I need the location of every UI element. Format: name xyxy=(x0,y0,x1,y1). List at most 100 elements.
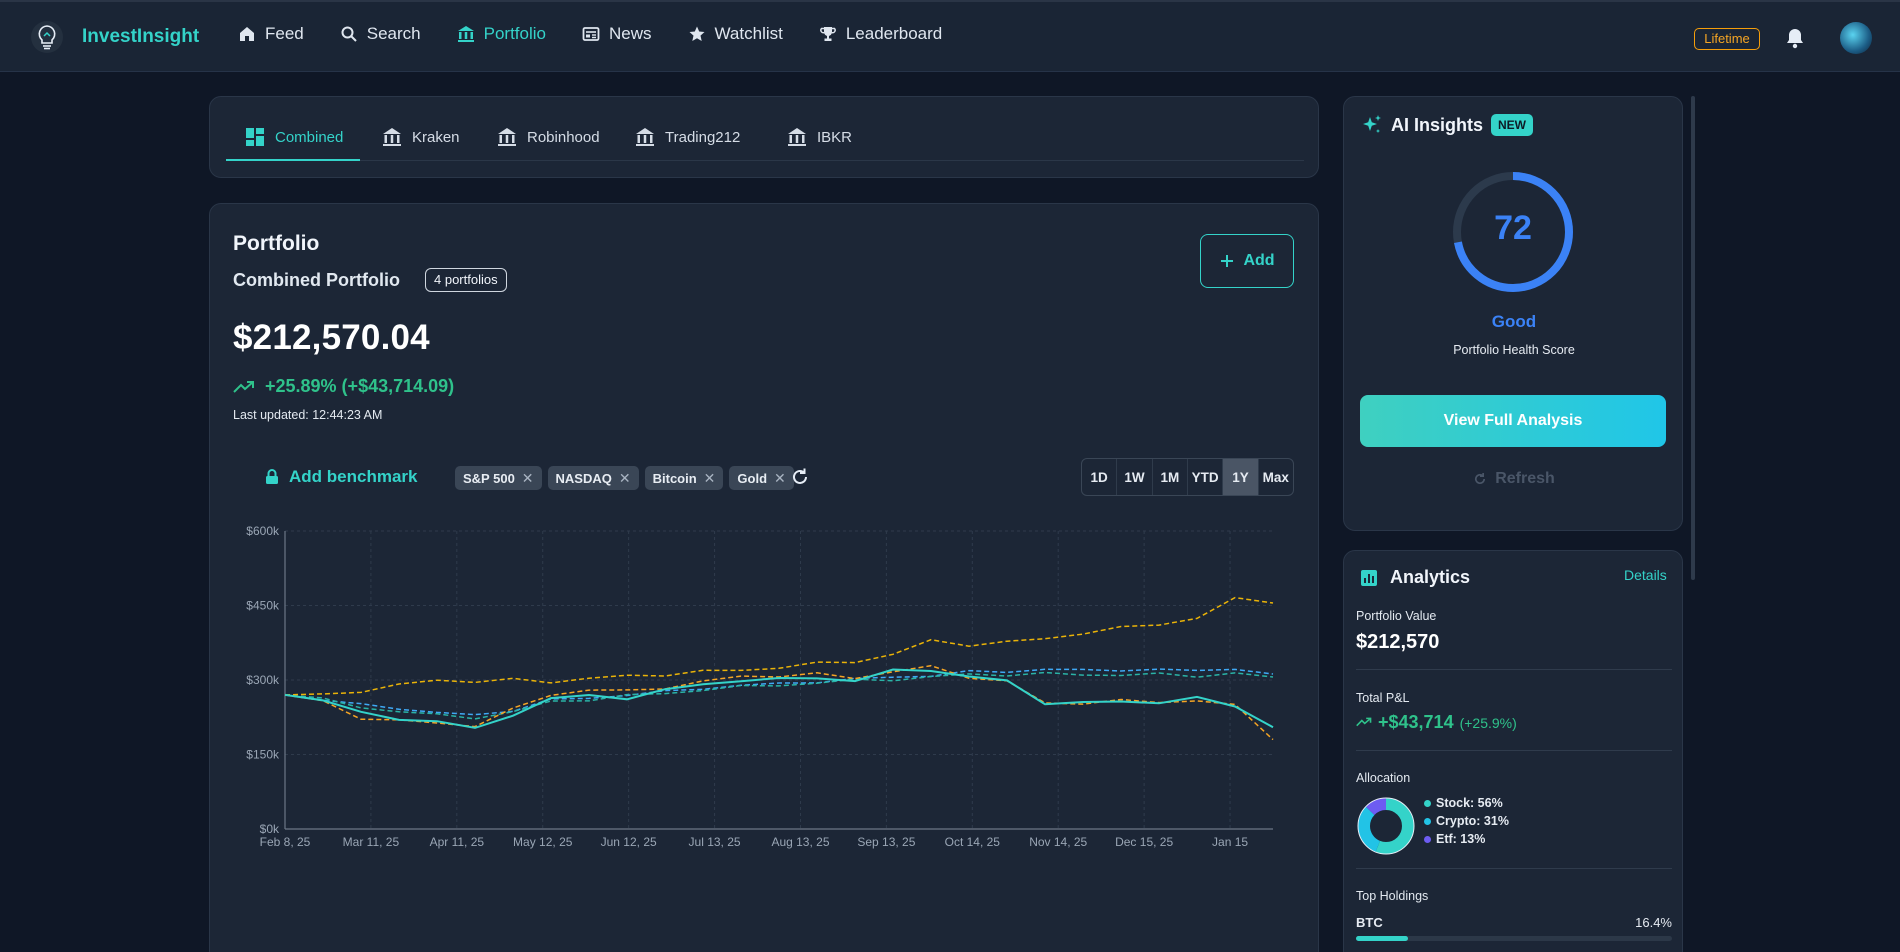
nav-news[interactable]: News xyxy=(582,24,652,44)
y-tick-label: $150k xyxy=(246,748,280,762)
range-ytd[interactable]: YTD xyxy=(1188,459,1224,495)
tab-robinhood[interactable]: Robinhood xyxy=(497,127,600,147)
holding-percent: 16.4% xyxy=(1635,915,1672,930)
tab-trading212-label: Trading212 xyxy=(665,128,741,146)
total-pnl-percent: (+25.9%) xyxy=(1459,715,1517,731)
close-icon[interactable]: ✕ xyxy=(618,469,631,486)
dashboard-icon xyxy=(246,128,264,146)
holding-weight-fill xyxy=(1356,936,1408,941)
donut-outline xyxy=(1357,797,1415,855)
top-navbar: InvestInsight Feed Search Portfolio News… xyxy=(0,0,1900,72)
range-max[interactable]: Max xyxy=(1262,469,1289,485)
avatar[interactable] xyxy=(1840,22,1872,54)
nav-leaderboard-label: Leaderboard xyxy=(845,24,943,43)
legend-etf: Etf: 13% xyxy=(1424,832,1509,846)
close-icon[interactable]: ✕ xyxy=(703,469,716,486)
brand[interactable]: InvestInsight xyxy=(30,20,199,54)
range-1m[interactable]: 1M xyxy=(1153,459,1188,495)
portfolio-subtitle: Combined Portfolio xyxy=(233,270,400,290)
x-tick-label: Apr 11, 25 xyxy=(430,835,485,849)
nav-portfolio[interactable]: Portfolio xyxy=(457,24,546,44)
bar-chart-icon xyxy=(1361,569,1377,586)
chip-label: NASDAQ xyxy=(555,470,612,486)
bank-icon xyxy=(498,128,516,146)
tab-ibkr[interactable]: IBKR xyxy=(787,127,852,147)
add-portfolio-button[interactable]: Add xyxy=(1200,234,1294,288)
allocation-donut-chart xyxy=(1357,797,1415,855)
bell-icon[interactable] xyxy=(1785,27,1805,49)
legend-dot xyxy=(1424,817,1431,825)
tab-kraken-label: Kraken xyxy=(412,128,460,146)
tab-kraken[interactable]: Kraken xyxy=(382,127,460,147)
y-tick-label: $0k xyxy=(260,822,280,836)
y-tick-label: $450k xyxy=(246,599,280,613)
health-score-ring xyxy=(1453,172,1573,292)
ai-insights-title: AI Insights xyxy=(1391,114,1484,135)
divider xyxy=(1356,669,1672,670)
nav-news-label: News xyxy=(609,24,652,43)
portfolio-value: $212,570.04 xyxy=(233,318,430,357)
portfolio-title: Portfolio xyxy=(233,232,320,255)
ai-refresh-button[interactable]: Refresh xyxy=(1344,470,1684,488)
nav-search[interactable]: Search xyxy=(340,24,421,44)
tab-trading212[interactable]: Trading212 xyxy=(635,127,740,147)
tabs-divider xyxy=(226,160,1304,161)
plus-icon xyxy=(1221,255,1234,267)
nav-leaderboard[interactable]: Leaderboard xyxy=(819,24,942,44)
ai-insights-header: AI Insights NEW xyxy=(1361,114,1534,136)
chip-gold[interactable]: Gold ✕ xyxy=(729,466,794,490)
analytics-panel: Analytics Details Portfolio Value $212,5… xyxy=(1343,550,1683,952)
x-tick-label: Jul 13, 25 xyxy=(689,835,741,849)
nav-watchlist[interactable]: Watchlist xyxy=(688,24,783,44)
add-benchmark-label: Add benchmark xyxy=(289,467,418,486)
tab-combined-label: Combined xyxy=(275,128,344,146)
x-tick-label: Dec 15, 25 xyxy=(1115,835,1173,849)
chip-nasdaq[interactable]: NASDAQ ✕ xyxy=(547,466,639,490)
x-tick-label: Mar 11, 25 xyxy=(343,835,400,849)
home-icon xyxy=(240,27,254,41)
range-1y[interactable]: 1Y xyxy=(1223,459,1259,495)
series-line-1 xyxy=(284,668,1274,716)
nav-watchlist-label: Watchlist xyxy=(714,24,783,43)
view-full-analysis-button[interactable]: View Full Analysis xyxy=(1360,395,1666,447)
add-benchmark-button[interactable]: Add benchmark xyxy=(265,467,417,487)
range-1w[interactable]: 1W xyxy=(1117,459,1153,495)
newspaper-icon xyxy=(582,27,600,41)
legend-dot xyxy=(1424,799,1431,807)
series-line-2 xyxy=(284,671,1274,720)
chip-sp500[interactable]: S&P 500 ✕ xyxy=(455,466,542,490)
top-holdings-label: Top Holdings xyxy=(1356,889,1429,903)
close-icon[interactable]: ✕ xyxy=(521,469,534,486)
refresh-icon[interactable] xyxy=(790,467,810,487)
allocation-slice-2 xyxy=(1358,798,1414,854)
chip-bitcoin[interactable]: Bitcoin ✕ xyxy=(644,466,724,490)
sidebar-scrollbar[interactable] xyxy=(1691,96,1695,580)
portfolio-change-value: +25.89% (+$43,714.09) xyxy=(265,376,455,396)
top-holding-row[interactable]: BTC 16.4% xyxy=(1356,915,1672,930)
range-1d[interactable]: 1D xyxy=(1082,459,1118,495)
trending-up-icon xyxy=(1356,717,1372,727)
lock-icon xyxy=(266,469,278,484)
chip-label: S&P 500 xyxy=(463,470,515,486)
portfolio-value-label: Portfolio Value xyxy=(1356,609,1437,623)
bank-icon xyxy=(788,128,806,146)
legend-label: Etf: 13% xyxy=(1436,832,1486,846)
total-pnl: +$43,714 (+25.9%) xyxy=(1356,712,1517,733)
analytics-title: Analytics xyxy=(1390,567,1471,587)
holding-weight-bar xyxy=(1356,936,1672,941)
analytics-portfolio-value: $212,570 xyxy=(1356,631,1440,653)
tab-combined[interactable]: Combined xyxy=(245,127,343,147)
plan-badge[interactable]: Lifetime xyxy=(1694,28,1760,50)
trending-up-icon xyxy=(233,380,254,393)
nav-feed[interactable]: Feed xyxy=(238,24,304,44)
analytics-details-link[interactable]: Details xyxy=(1624,567,1667,583)
nav-feed-label: Feed xyxy=(265,24,304,43)
portfolio-panel: Portfolio Combined Portfolio 4 portfolio… xyxy=(209,203,1319,952)
trophy-icon xyxy=(820,27,836,41)
close-icon[interactable]: ✕ xyxy=(774,469,786,486)
y-tick-label: $600k xyxy=(246,524,280,538)
legend-stock: Stock: 56% xyxy=(1424,796,1509,810)
allocation-legend: Stock: 56% Crypto: 31% Etf: 13% xyxy=(1424,796,1509,846)
app-name: InvestInsight xyxy=(82,26,200,47)
portfolio-performance-chart[interactable]: $0k $150k $300k $450k $600k Feb 8, 25 Mar 11, … xyxy=(240,522,1315,952)
